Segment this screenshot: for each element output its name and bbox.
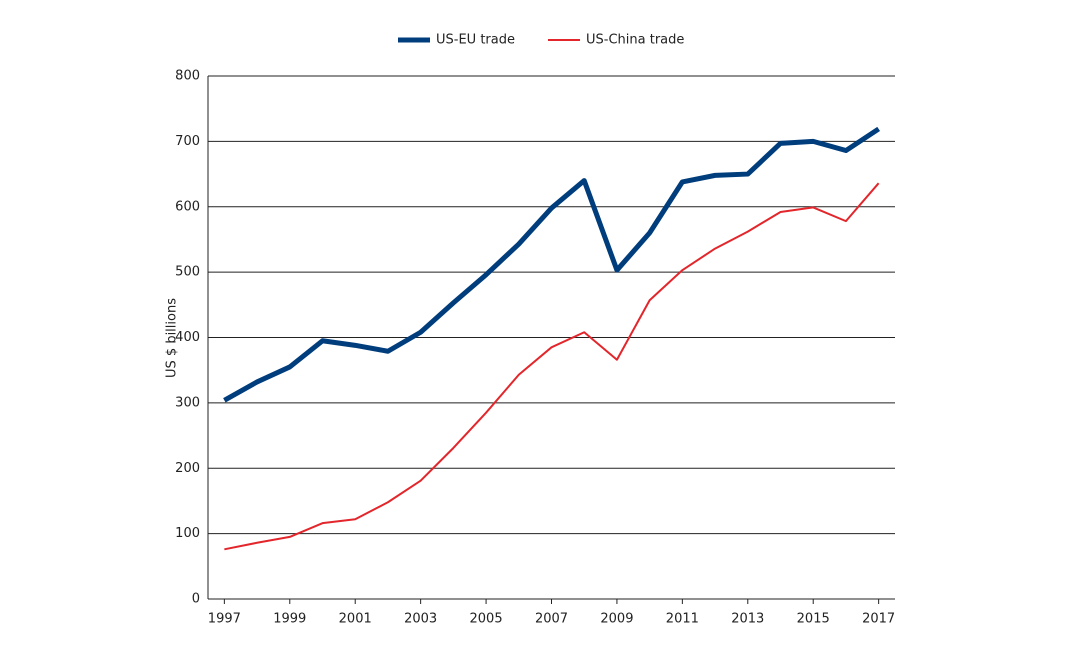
x-tick-label: 2009 (600, 612, 633, 627)
y-tick-label: 400 (175, 330, 200, 345)
series-line (223, 126, 881, 403)
x-tick-label: 2015 (797, 612, 830, 627)
x-tick-label: 1999 (273, 612, 306, 627)
y-tick-label: 800 (175, 69, 200, 84)
legend-label: US-China trade (586, 33, 684, 48)
y-tick-label: 300 (175, 395, 200, 410)
y-tick-label: 0 (192, 592, 200, 607)
x-tick-label: 2017 (862, 612, 895, 627)
y-tick-label: 600 (175, 199, 200, 214)
y-tick-label: 500 (175, 265, 200, 280)
y-tick-label: 100 (175, 526, 200, 541)
series-line (224, 182, 880, 551)
x-tick-label: 2001 (339, 612, 372, 627)
x-tick-label: 2007 (535, 612, 568, 627)
y-tick-label: 700 (175, 134, 200, 149)
x-tick-label: 2013 (731, 612, 764, 627)
legend-label: US-EU trade (436, 33, 515, 48)
y-axis-label: US $ billions (165, 298, 180, 378)
y-tick-label: 200 (175, 461, 200, 476)
x-tick-label: 2003 (404, 612, 437, 627)
x-tick-label: 1997 (208, 612, 241, 627)
x-tick-label: 2005 (470, 612, 503, 627)
x-tick-label: 2011 (666, 612, 699, 627)
